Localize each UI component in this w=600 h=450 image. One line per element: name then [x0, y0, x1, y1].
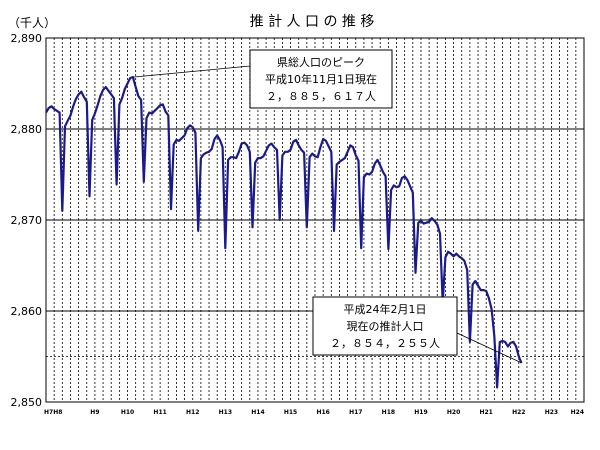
annotation-text: 平成10年11月1日現在	[265, 72, 377, 86]
annotation-text: 現在の推計人口	[347, 319, 424, 333]
y-tick-label: 2,860	[11, 305, 43, 318]
x-tick-label: H18	[382, 409, 395, 416]
annotation-text: ２，８８５，６１７人	[266, 90, 376, 103]
plot-frame	[45, 37, 585, 403]
x-tick-label: H13	[219, 409, 232, 416]
x-tick-label: H22	[512, 409, 525, 416]
annotation-text: ２，８５４，２５５人	[330, 337, 440, 350]
y-tick-label: 2,890	[11, 32, 43, 45]
x-tick-label: H24	[571, 409, 584, 416]
y-tick-label: 2,870	[11, 214, 43, 227]
annotation-box	[249, 49, 393, 109]
x-tick-label: H11	[153, 409, 166, 416]
x-tick-label: H16	[316, 409, 329, 416]
x-tick-labels: H7H8 H9 H10 H11 H12 H13 H14 H15 H16 H17 H18 H19 H20 H…	[44, 409, 584, 416]
x-tick-label: H14	[251, 409, 264, 416]
unit-label: （千人）	[8, 16, 56, 30]
annotation-text: 県総人口のピーク	[277, 55, 365, 69]
series-layer	[45, 75, 523, 389]
annotation-leader-line	[456, 332, 522, 364]
x-tick-label: H21	[479, 409, 492, 416]
x-tick-label: H20	[447, 409, 460, 416]
x-tick-label: H12	[186, 409, 199, 416]
y-tick-label: 2,850	[11, 396, 43, 409]
x-tick-label: H7H8	[44, 409, 62, 416]
x-tick-label: H23	[545, 409, 558, 416]
chart-title: 推 計 人 口 の 推 移	[250, 14, 375, 30]
x-tick-label: H10	[121, 409, 134, 416]
y-tick-labels: 2,850 2,860 2,870 2,880 2,890	[11, 32, 43, 409]
annotation-box	[312, 296, 458, 356]
x-tick-label: H9	[90, 409, 99, 416]
x-tick-label: H19	[414, 409, 427, 416]
annotation-leader-line	[132, 65, 251, 78]
y-tick-label: 2,880	[11, 123, 43, 136]
x-tick-label: H15	[284, 409, 297, 416]
annotation-text: 平成24年2月1日	[344, 302, 427, 316]
x-tick-label: H17	[349, 409, 362, 416]
series-line	[45, 75, 523, 389]
